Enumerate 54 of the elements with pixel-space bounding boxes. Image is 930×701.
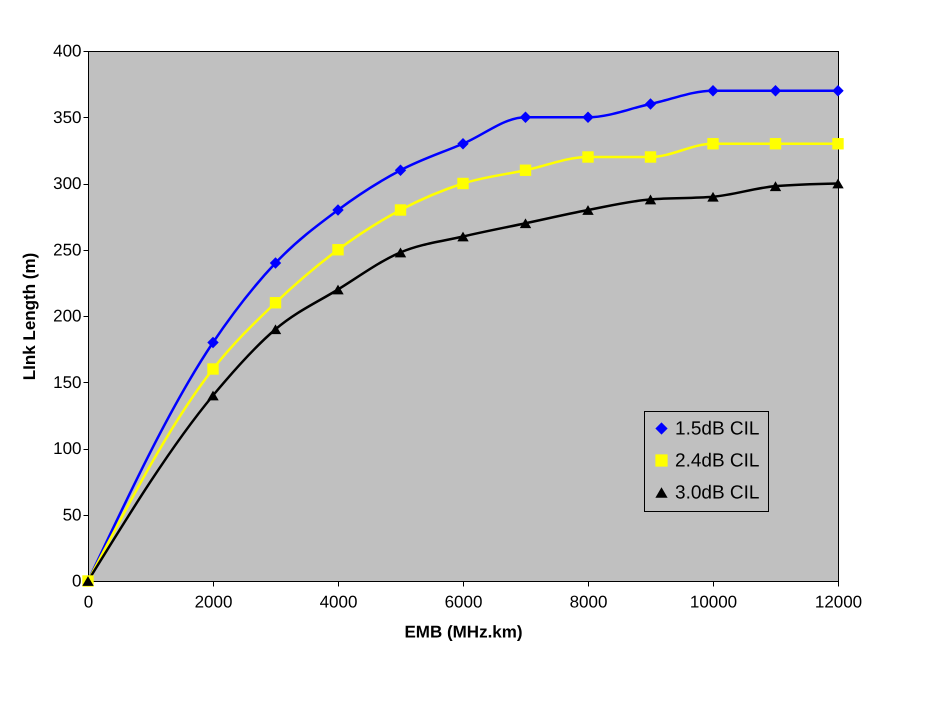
- x-axis-title: EMB (MHz.km): [404, 622, 523, 642]
- y-tick-label: 350: [53, 108, 82, 127]
- point: [207, 336, 219, 348]
- y-tick-label: 250: [53, 240, 82, 260]
- x-tick-label: 4000: [320, 592, 358, 612]
- y-tick-label: 400: [53, 42, 82, 60]
- x-tick-label: 12000: [814, 592, 862, 612]
- x-tick-label: 0: [84, 592, 94, 612]
- y-tick-label: 150: [53, 372, 82, 392]
- x-tick-label: 8000: [570, 592, 608, 612]
- point: [332, 284, 344, 294]
- point: [394, 164, 406, 176]
- y-tick-label: 50: [62, 505, 82, 524]
- legend-label: 3.0dB CIL: [675, 482, 760, 504]
- point: [644, 194, 656, 204]
- y-tick-label: 0: [72, 572, 82, 590]
- y-axis-title: LInk Length (m): [20, 252, 40, 380]
- point: [457, 178, 469, 190]
- y-tick-label: 200: [53, 306, 82, 326]
- y-tick-label: 300: [53, 174, 82, 193]
- point: [332, 244, 344, 256]
- x-tick-label: 2000: [194, 592, 232, 612]
- point: [832, 138, 844, 150]
- point: [270, 297, 282, 308]
- point: [707, 85, 719, 96]
- point: [270, 257, 282, 269]
- point: [520, 218, 532, 228]
- point: [207, 390, 219, 400]
- point: [582, 151, 594, 163]
- x-tick-label: 10000: [690, 592, 738, 612]
- point: [582, 112, 594, 123]
- point: [394, 204, 406, 216]
- point: [332, 204, 344, 216]
- point: [644, 151, 656, 163]
- point: [457, 232, 469, 242]
- point: [770, 181, 782, 192]
- point: [644, 98, 656, 110]
- point: [707, 138, 719, 150]
- point: [707, 192, 719, 202]
- point: [582, 205, 594, 215]
- point: [457, 138, 469, 150]
- point: [520, 164, 532, 176]
- x-tick-label: 6000: [444, 592, 482, 612]
- y-tick-label: 100: [53, 439, 82, 458]
- point: [832, 85, 844, 96]
- point: [520, 112, 532, 123]
- point: [770, 138, 782, 150]
- point: [207, 363, 219, 375]
- legend-label: 2.4dB CIL: [675, 450, 760, 472]
- point: [270, 324, 282, 334]
- point: [394, 247, 406, 258]
- point: [770, 85, 782, 96]
- legend-label: 1.5dB CIL: [675, 418, 760, 440]
- point: [832, 178, 844, 188]
